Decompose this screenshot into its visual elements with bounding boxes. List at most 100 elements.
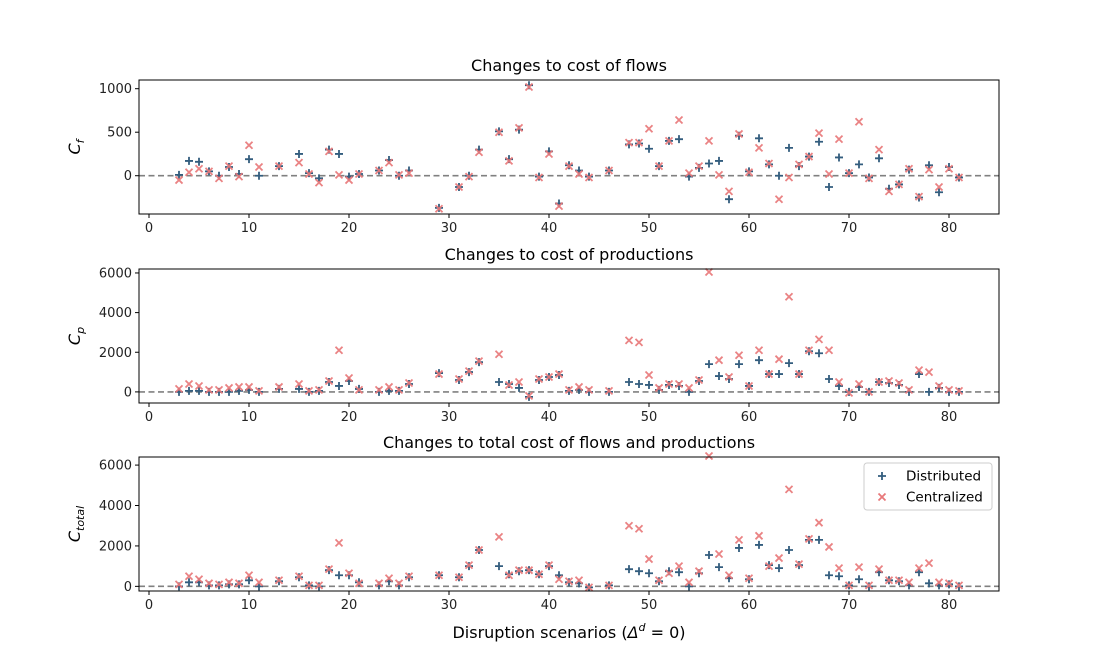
- centralized-point: [394, 170, 404, 179]
- x-tick-label: 40: [541, 598, 558, 613]
- centralized-point: [294, 572, 304, 581]
- centralized-point: [904, 578, 914, 587]
- centralized-point: [704, 451, 714, 461]
- centralized-point: [814, 335, 824, 344]
- x-tick-label: 40: [541, 221, 558, 236]
- centralized-point: [654, 576, 664, 585]
- x-tick-label: 70: [841, 410, 858, 425]
- y-tick-label: 0: [124, 169, 132, 184]
- centralized-point: [804, 534, 814, 543]
- centralized-point: [774, 195, 784, 204]
- centralized-point: [494, 350, 504, 359]
- centralized-point: [234, 172, 244, 181]
- centralized-point: [694, 375, 704, 385]
- centralized-point: [194, 381, 204, 391]
- legend-marker-distributed: [878, 472, 886, 480]
- centralized-point: [524, 566, 534, 575]
- distributed-point: [925, 579, 933, 588]
- centralized-point: [544, 149, 554, 159]
- centralized-point: [214, 580, 224, 589]
- x-tick-label: 30: [441, 221, 458, 236]
- centralized-point: [314, 178, 324, 187]
- centralized-point: [744, 381, 754, 391]
- centralized-point: [954, 386, 964, 396]
- centralized-point: [384, 382, 394, 392]
- axes-frame: [138, 79, 1000, 215]
- centralized-point: [324, 147, 334, 156]
- distributed-point: [855, 575, 863, 584]
- distributed-point: [715, 372, 723, 381]
- centralized-point: [704, 136, 714, 146]
- centralized-point: [814, 128, 824, 138]
- x-tick-label: 20: [341, 598, 358, 613]
- centralized-point: [764, 159, 774, 168]
- centralized-point: [954, 173, 964, 182]
- x-tick-label: 80: [941, 221, 958, 236]
- centralized-point: [674, 379, 684, 389]
- centralized-point: [684, 578, 694, 587]
- series-centralized: [174, 451, 964, 592]
- centralized-point: [954, 581, 964, 590]
- centralized-point: [714, 549, 724, 559]
- y-tick-label: 500: [107, 126, 132, 141]
- centralized-point: [944, 385, 954, 395]
- x-tick-label: 80: [941, 410, 958, 425]
- centralized-point: [374, 385, 384, 395]
- centralized-point: [394, 579, 404, 588]
- distributed-point: [915, 370, 923, 379]
- centralized-point: [334, 170, 344, 179]
- centralized-point: [174, 384, 184, 394]
- centralized-point: [754, 531, 764, 540]
- centralized-point: [404, 168, 414, 178]
- series-centralized: [174, 267, 964, 401]
- distributed-point: [335, 149, 343, 158]
- distributed-point: [705, 551, 713, 560]
- distributed-point: [175, 170, 183, 179]
- x-tick-label: 70: [841, 598, 858, 613]
- centralized-point: [204, 167, 214, 176]
- legend-label-centralized: Centralized: [906, 490, 983, 506]
- centralized-point: [304, 581, 314, 590]
- x-axis-label: Disruption scenarios (Δd = 0): [452, 621, 685, 642]
- x-tick-label: 70: [841, 221, 858, 236]
- distributed-point: [735, 360, 743, 369]
- distributed-point: [875, 154, 883, 163]
- centralized-point: [374, 166, 384, 175]
- legend-marker-centralized: [877, 492, 887, 502]
- centralized-point: [844, 388, 854, 398]
- centralized-point: [464, 560, 474, 570]
- centralized-point: [514, 566, 524, 575]
- centralized-point: [764, 562, 774, 571]
- distributed-point: [195, 386, 203, 395]
- centralized-point: [464, 366, 474, 376]
- y-tick-label: 2000: [99, 539, 132, 554]
- centralized-point: [204, 385, 214, 395]
- centralized-point: [914, 564, 924, 573]
- centralized-point: [544, 560, 554, 570]
- centralized-point: [724, 571, 734, 580]
- centralized-point: [434, 204, 444, 213]
- centralized-point: [564, 577, 574, 586]
- x-axis-label-tail: = 0): [646, 623, 686, 642]
- centralized-point: [554, 369, 564, 379]
- distributed-point: [915, 568, 923, 577]
- centralized-point: [204, 579, 214, 588]
- distributed-point: [705, 159, 713, 168]
- distributed-point: [675, 135, 683, 144]
- centralized-point: [564, 385, 574, 395]
- x-tick-label: 10: [241, 410, 258, 425]
- centralized-point: [624, 521, 634, 530]
- centralized-point: [574, 382, 584, 392]
- distributed-point: [715, 563, 723, 572]
- centralized-point: [334, 346, 344, 355]
- centralized-point: [844, 168, 854, 178]
- centralized-point: [324, 565, 334, 574]
- centralized-point: [724, 187, 734, 196]
- centralized-point: [934, 578, 944, 587]
- centralized-point: [854, 379, 864, 389]
- centralized-point: [894, 378, 904, 388]
- distributed-point: [675, 568, 683, 577]
- distributed-point: [315, 174, 323, 183]
- centralized-point: [574, 576, 584, 585]
